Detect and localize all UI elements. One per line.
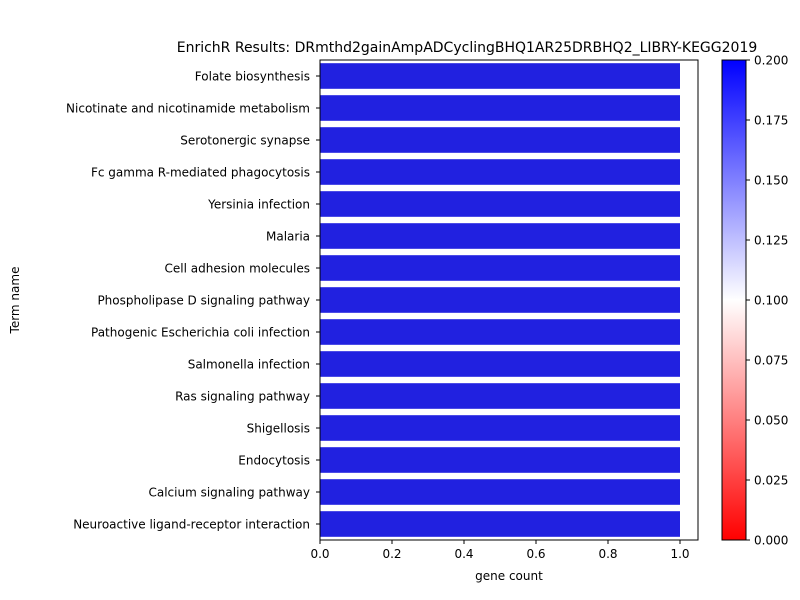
bar bbox=[320, 479, 680, 505]
plot-frame bbox=[319, 59, 699, 541]
y-tick-label: Fc gamma R-mediated phagocytosis bbox=[91, 166, 310, 180]
bar bbox=[320, 511, 680, 537]
colorbar-tick-label: 0.075 bbox=[754, 354, 788, 368]
bar bbox=[320, 191, 680, 217]
bar bbox=[320, 319, 680, 345]
bar bbox=[320, 255, 680, 281]
y-tick-label: Pathogenic Escherichia coli infection bbox=[91, 326, 310, 340]
y-tick-label: Salmonella infection bbox=[188, 358, 310, 372]
colorbar-tick-label: 0.150 bbox=[754, 174, 788, 188]
y-tick-label: Yersinia infection bbox=[207, 198, 310, 212]
colorbar: 0.000 0.025 0.050 0.075 0.100 0.125 0.150 0.175… bbox=[721, 54, 788, 548]
colorbar-tick-label: 0.125 bbox=[754, 234, 788, 248]
x-tick-label: 1.0 bbox=[670, 547, 689, 561]
bar bbox=[320, 223, 680, 249]
x-tick-label: 0.4 bbox=[454, 547, 473, 561]
bar bbox=[320, 383, 680, 409]
bar bbox=[320, 159, 680, 185]
y-tick-label: Cell adhesion molecules bbox=[165, 262, 310, 276]
colorbar-tick-label: 0.175 bbox=[754, 114, 788, 128]
y-tick-label: Phospholipase D signaling pathway bbox=[97, 294, 310, 308]
y-tick-label: Endocytosis bbox=[238, 454, 310, 468]
x-tick-label: 0.8 bbox=[598, 547, 617, 561]
bar bbox=[320, 351, 680, 377]
y-tick-label: Malaria bbox=[266, 230, 310, 244]
bar bbox=[320, 447, 680, 473]
bar bbox=[320, 415, 680, 441]
y-tick-label: Folate biosynthesis bbox=[195, 70, 310, 84]
y-tick-label: Calcium signaling pathway bbox=[148, 486, 310, 500]
colorbar-tick-label: 0.025 bbox=[754, 474, 788, 488]
x-tick-label: 0.0 bbox=[310, 547, 329, 561]
y-tick-label: Neuroactive ligand-receptor interaction bbox=[73, 518, 310, 532]
x-axis-label: gene count bbox=[475, 569, 543, 583]
y-tick-label: Serotonergic synapse bbox=[180, 134, 310, 148]
bar bbox=[320, 127, 680, 153]
bar bbox=[320, 287, 680, 313]
x-tick-label: 0.6 bbox=[526, 547, 545, 561]
colorbar-fill bbox=[721, 59, 747, 541]
plot-area: Folate biosynthesis Nicotinate and nicoti… bbox=[66, 59, 699, 561]
y-tick-label: Ras signaling pathway bbox=[175, 390, 310, 404]
y-tick-label: Nicotinate and nicotinamide metabolism bbox=[66, 102, 310, 116]
x-tick-label: 0.2 bbox=[382, 547, 401, 561]
colorbar-tick-label: 0.200 bbox=[754, 54, 788, 68]
bar bbox=[320, 95, 680, 121]
y-tick-label: Shigellosis bbox=[247, 422, 310, 436]
colorbar-tick-label: 0.050 bbox=[754, 414, 788, 428]
bar bbox=[320, 63, 680, 89]
colorbar-tick-label: 0.100 bbox=[754, 294, 788, 308]
colorbar-tick-label: 0.000 bbox=[754, 534, 788, 548]
y-axis-label: Term name bbox=[8, 267, 22, 335]
chart-title: EnrichR Results: DRmthd2gainAmpADCycling… bbox=[177, 40, 758, 56]
